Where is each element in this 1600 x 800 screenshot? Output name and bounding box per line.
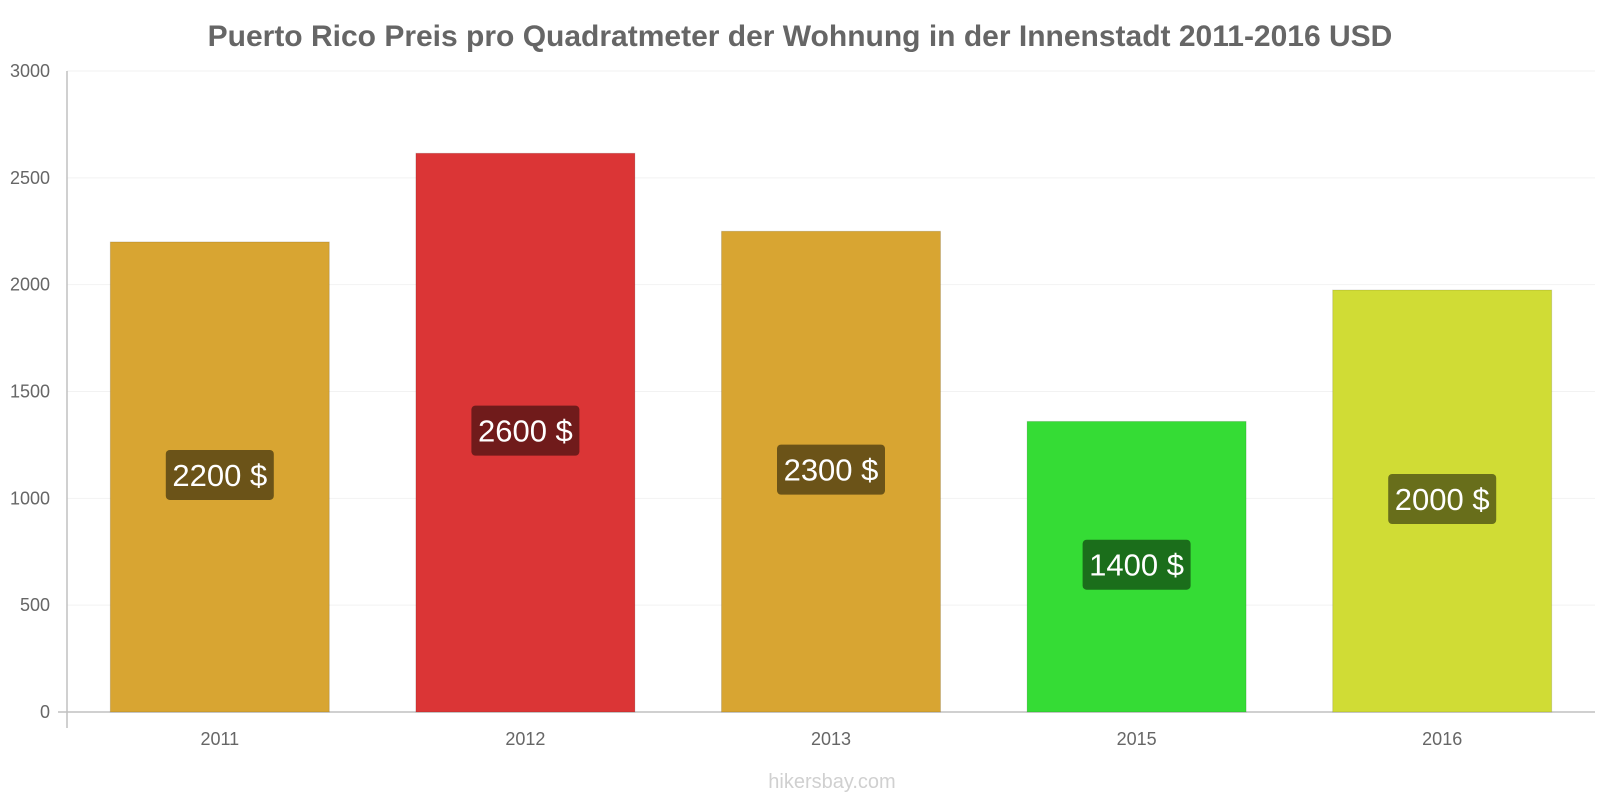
data-label-2013: 2300 $ xyxy=(777,444,885,495)
data-label-2015: 1400 $ xyxy=(1082,539,1191,590)
data-label-box xyxy=(471,405,580,456)
x-axis-tick-labels: 2011 2012 2013 2015 2016 xyxy=(200,729,1462,749)
y-axis-tick-labels: 0 500 1000 1500 2000 2500 3000 xyxy=(10,61,50,722)
data-label-text: 2600 $ xyxy=(478,414,573,449)
data-label-text: 2200 $ xyxy=(172,458,267,493)
x-tick-label: 2015 xyxy=(1117,729,1157,749)
x-tick-label: 2013 xyxy=(811,729,851,749)
data-label-box xyxy=(165,449,274,500)
y-tick-label: 500 xyxy=(20,595,50,615)
x-tick-label: 2011 xyxy=(200,729,239,749)
chart-title: Puerto Rico Preis pro Quadratmeter der W… xyxy=(208,20,1393,53)
data-label-text: 2300 $ xyxy=(784,453,879,488)
x-tick-label: 2016 xyxy=(1422,729,1462,749)
y-tick-label: 2000 xyxy=(10,275,50,295)
data-label-box xyxy=(777,444,885,495)
data-label-box xyxy=(1082,539,1191,590)
y-tick-label: 0 xyxy=(40,702,50,722)
y-tick-label: 1000 xyxy=(10,488,50,508)
data-label-box xyxy=(1388,474,1497,525)
data-label-2011: 2200 $ xyxy=(165,449,274,500)
bars xyxy=(109,152,1553,713)
data-labels: 2200 $ 2600 $ 2300 $ 1400 $ 2000 $ xyxy=(165,405,1497,590)
y-tick-label: 1500 xyxy=(10,382,50,402)
y-tick-label: 3000 xyxy=(10,61,50,81)
data-label-2012: 2600 $ xyxy=(471,405,580,456)
y-tick-label: 2500 xyxy=(10,168,50,188)
data-label-2016: 2000 $ xyxy=(1388,474,1497,525)
data-label-text: 1400 $ xyxy=(1089,548,1184,583)
data-label-text: 2000 $ xyxy=(1395,482,1490,517)
watermark-text: hikersbay.com xyxy=(768,771,895,793)
x-tick-label: 2012 xyxy=(505,729,545,749)
